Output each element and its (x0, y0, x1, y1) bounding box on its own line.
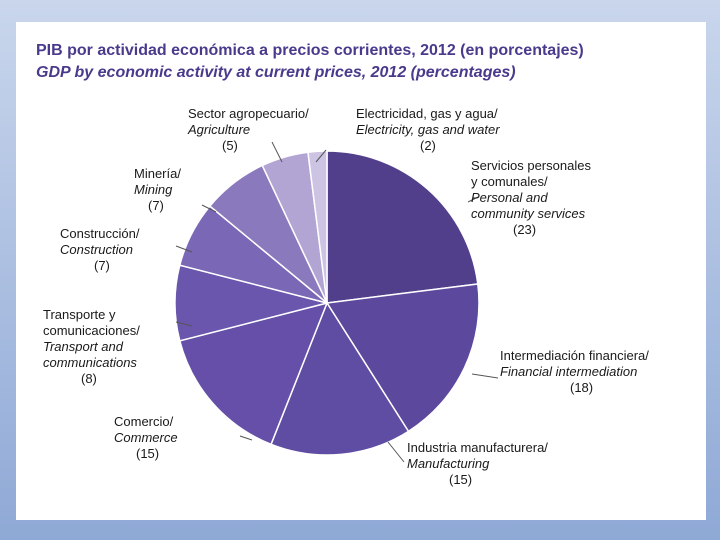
slice-label-5: Transporte y comunicaciones/Transport and… (43, 307, 140, 386)
slice-label-7: Minería/Mining (7) (134, 166, 181, 213)
slice-label-line: Financial intermediation (500, 364, 637, 379)
slice-label-line: Minería/ (134, 166, 181, 181)
slice-label-9: Electricidad, gas y agua/Electricity, ga… (356, 106, 500, 153)
slice-value-label: (2) (420, 138, 436, 153)
slice-label-line: Mining (134, 182, 173, 197)
slice-label-4: Comercio/Commerce (15) (114, 414, 178, 461)
slice-label-2: Intermediación financiera/Financial inte… (500, 348, 649, 395)
slice-label-line: communications (43, 355, 137, 370)
pie-chart: Servicios personales y comunales/Personal… (43, 106, 649, 487)
slice-label-line: Personal and (471, 190, 548, 205)
chart-card: PIB por actividad económica a precios co… (16, 22, 706, 520)
slice-label-line: Intermediación financiera/ (500, 348, 649, 363)
pie-slice-3 (270, 301, 410, 456)
slice-value-label: (18) (570, 380, 593, 395)
slice-label-line: Agriculture (187, 122, 250, 137)
leader-line-6 (175, 245, 193, 253)
pie-slice-4 (178, 301, 329, 446)
slice-value-label: (7) (94, 258, 110, 273)
slice-value-label: (15) (449, 472, 472, 487)
slice-label-line: Manufacturing (407, 456, 490, 471)
leader-line-5 (175, 321, 193, 327)
slice-label-line: Industria manufacturera/ (407, 440, 548, 455)
slice-label-line: Comercio/ (114, 414, 174, 429)
chart-subtitle: GDP by economic activity at current pric… (36, 64, 516, 81)
leader-line-9 (315, 149, 327, 163)
slice-value-label: (8) (81, 371, 97, 386)
slice-label-line: Transport and (43, 339, 124, 354)
leader-line-7 (201, 204, 217, 213)
slice-label-line: y comunales/ (471, 174, 548, 189)
leader-line-2 (471, 373, 499, 379)
slice-label-line: Transporte y (43, 307, 116, 322)
slice-value-label: (15) (136, 446, 159, 461)
slice-label-line: Commerce (114, 430, 178, 445)
slice-label-line: Electricidad, gas y agua/ (356, 106, 498, 121)
slice-label-3: Industria manufacturera/Manufacturing (15… (407, 440, 548, 487)
slice-value-label: (23) (513, 222, 536, 237)
slice-label-8: Sector agropecuario/Agriculture (5) (187, 106, 309, 153)
slice-label-line: Sector agropecuario/ (188, 106, 309, 121)
slice-value-label: (5) (222, 138, 238, 153)
slice-label-6: Construcción/Construction (7) (60, 226, 140, 273)
leader-line-4 (239, 435, 253, 441)
pie-slice-2 (325, 283, 480, 433)
pie-slice-9 (307, 150, 328, 304)
slice-label-line: community services (471, 206, 586, 221)
leader-line-3 (387, 441, 405, 463)
leader-line-8 (271, 141, 283, 163)
leader-line-1 (467, 196, 479, 203)
slice-label-line: Servicios personales (471, 158, 591, 173)
slice-label-line: Electricity, gas and water (356, 122, 500, 137)
pie-slice-1 (326, 150, 479, 304)
slice-label-line: Construction (60, 242, 133, 257)
slice-label-line: Construcción/ (60, 226, 140, 241)
slice-value-label: (7) (148, 198, 164, 213)
slice-label-line: comunicaciones/ (43, 323, 140, 338)
chart-title: PIB por actividad económica a precios co… (36, 42, 584, 59)
slice-label-1: Servicios personales y comunales/Personal… (471, 158, 591, 237)
